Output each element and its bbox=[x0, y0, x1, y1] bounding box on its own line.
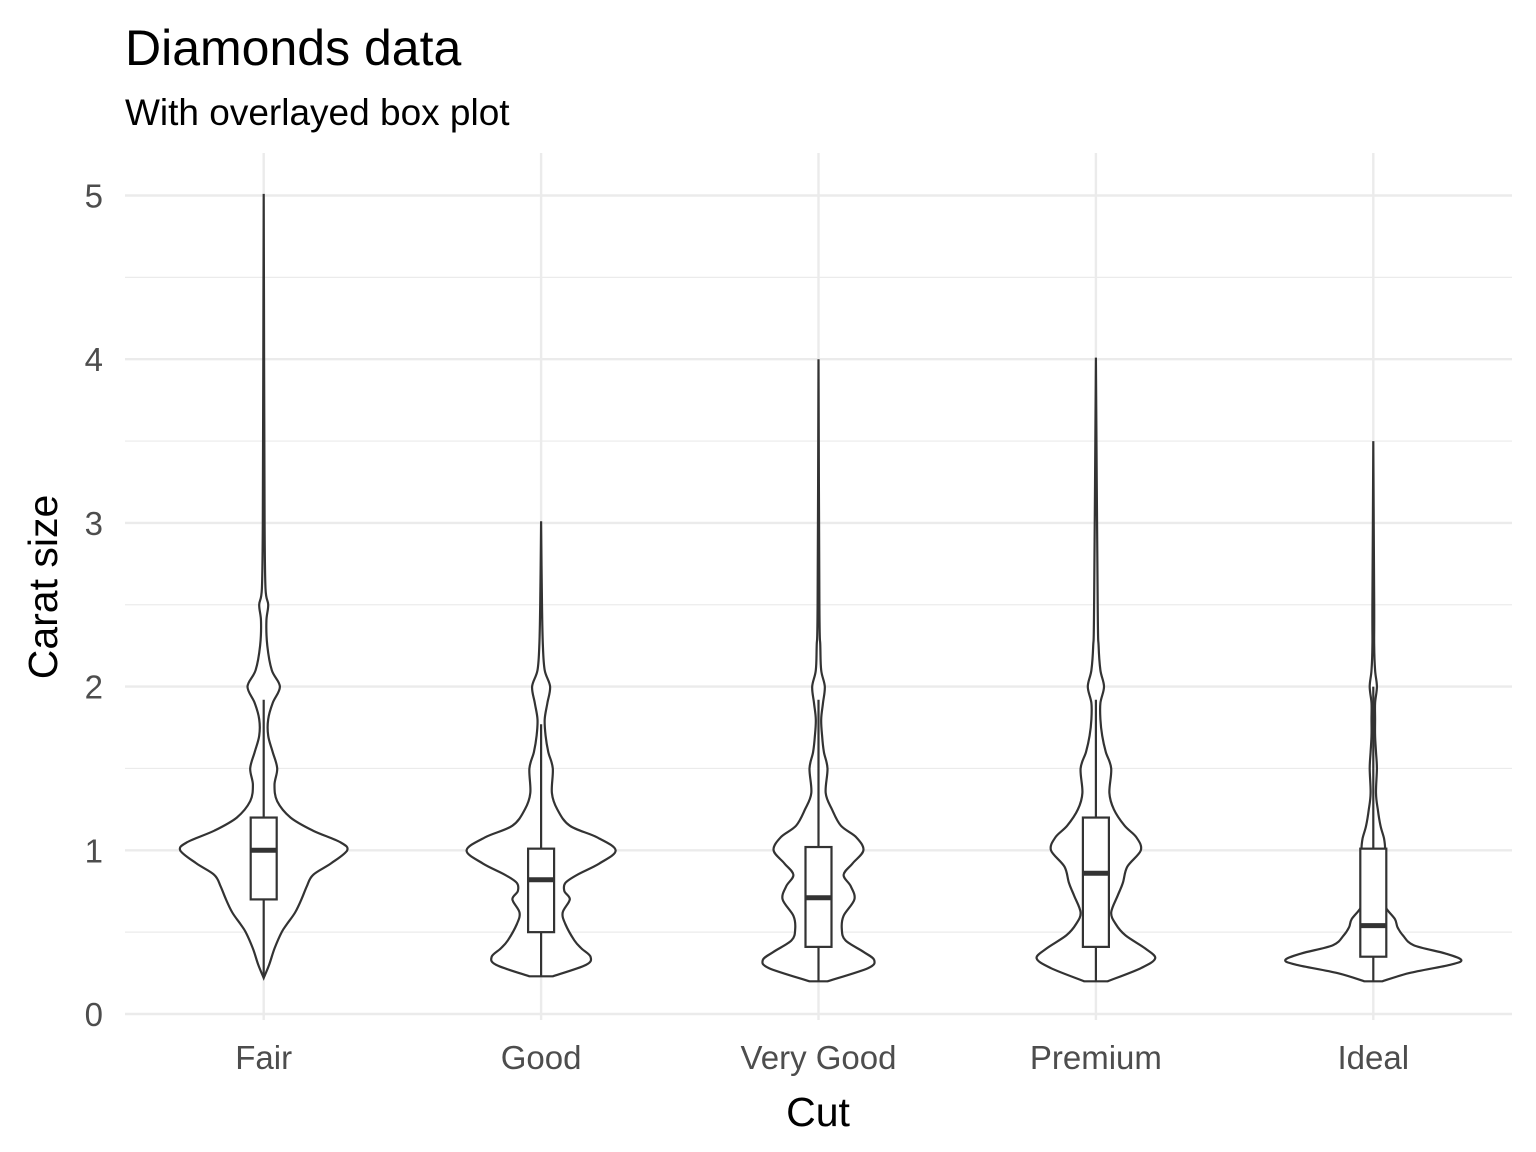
y-tick-label: 1 bbox=[85, 832, 103, 869]
y-tick-label: 3 bbox=[85, 505, 103, 542]
x-tick-label: Premium bbox=[1030, 1039, 1162, 1076]
y-tick-label: 2 bbox=[85, 669, 103, 706]
chart-subtitle: With overlayed box plot bbox=[125, 92, 510, 133]
box-ideal bbox=[1359, 847, 1388, 958]
chart-title: Diamonds data bbox=[125, 20, 461, 76]
x-tick-label: Ideal bbox=[1338, 1039, 1410, 1076]
x-tick-label: Very Good bbox=[741, 1039, 897, 1076]
violin-very-good bbox=[761, 359, 876, 983]
x-axis-title: Cut bbox=[786, 1089, 850, 1135]
violin-marks bbox=[178, 193, 1463, 983]
y-tick-label: 0 bbox=[85, 996, 103, 1033]
x-tick-label: Fair bbox=[235, 1039, 292, 1076]
x-tick-label: Good bbox=[501, 1039, 582, 1076]
box-fair bbox=[249, 816, 278, 901]
y-tick-label: 4 bbox=[85, 341, 103, 378]
tick-labels: 0 1 2 3 4 5 Fair Good Very Good Premium Ideal bbox=[85, 178, 1409, 1077]
box-premium bbox=[1081, 816, 1111, 948]
violin-fair bbox=[178, 193, 349, 981]
violin-premium bbox=[1035, 357, 1157, 983]
y-axis-title: Carat size bbox=[20, 495, 66, 680]
box-good bbox=[526, 847, 556, 934]
y-tick-label: 5 bbox=[85, 178, 103, 215]
